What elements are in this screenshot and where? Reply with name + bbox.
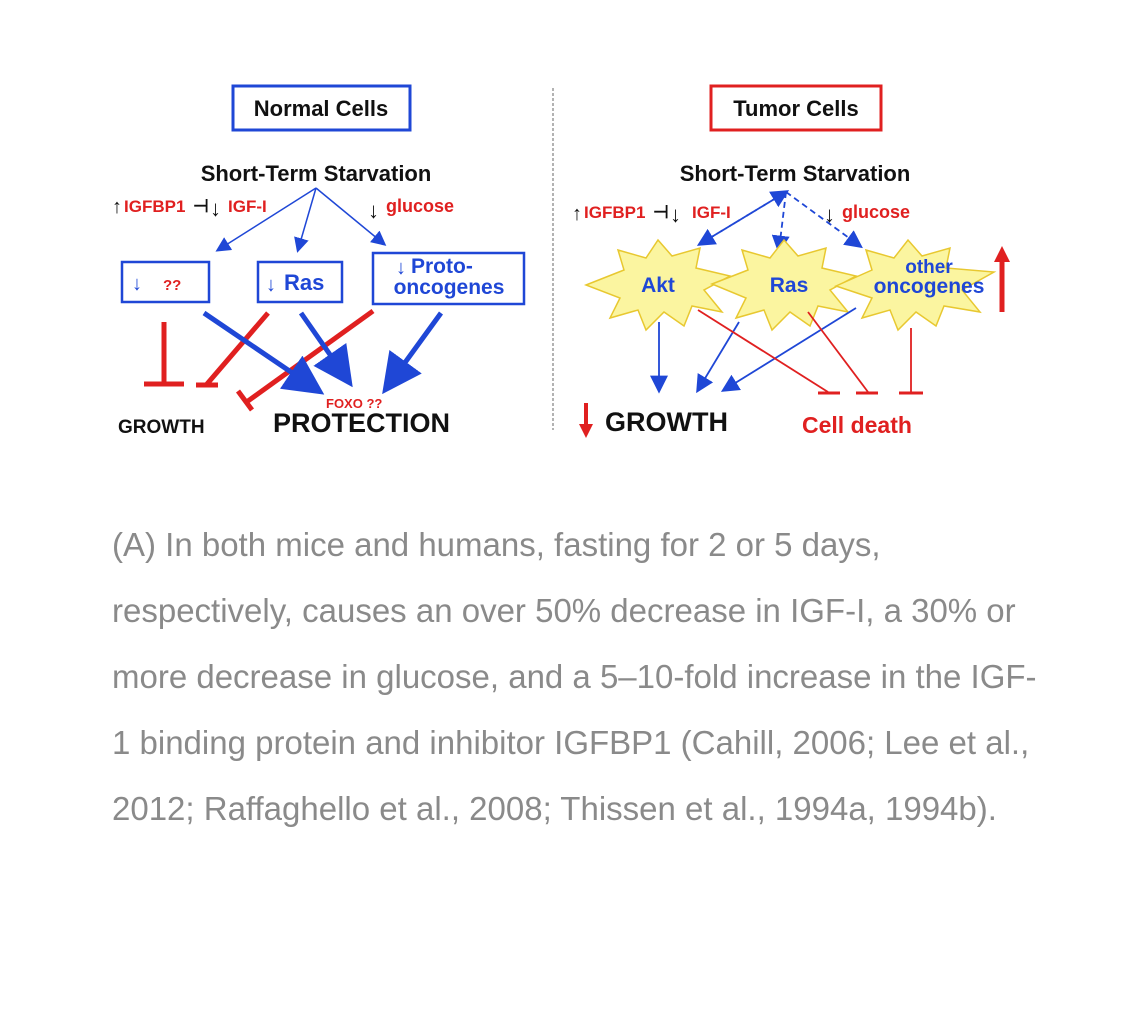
normal-cells-panel: Normal Cells Short-Term Starvation ↑ IGF… xyxy=(112,84,526,438)
down-arrow-icon: ↓ xyxy=(670,202,681,227)
inhibit-icon: ⊣ xyxy=(193,196,209,216)
red-up-arrow-head xyxy=(994,246,1010,262)
blue-arrow xyxy=(202,310,325,395)
protection-label: PROTECTION xyxy=(273,408,450,438)
down-arrow-icon: ↓ xyxy=(132,273,142,295)
dashed-arrow xyxy=(696,191,787,246)
normal-igf-label: IGF-I xyxy=(228,197,267,216)
down-arrow-icon: ↓ xyxy=(396,257,406,279)
ras-label: Ras xyxy=(770,274,809,297)
down-arrow-icon: ↓ xyxy=(210,196,221,221)
ras-box xyxy=(256,260,344,304)
akt-label: Akt xyxy=(641,274,675,297)
tumor-cells-title: Tumor Cells xyxy=(733,96,859,121)
inhibit-icon: ⊣ xyxy=(653,202,669,222)
blue-arrow xyxy=(720,307,857,392)
other-oncogenes-starburst xyxy=(833,238,997,332)
arrow xyxy=(294,187,317,253)
arrow xyxy=(215,187,317,252)
normal-igfbp1-label: IGFBP1 xyxy=(124,197,185,216)
red-inhibition-line xyxy=(807,311,869,393)
up-arrow-icon: ↑ xyxy=(112,196,122,218)
tumor-starvation-label: Short-Term Starvation xyxy=(680,161,911,186)
up-arrow-icon: ↑ xyxy=(572,203,582,225)
normal-starvation-label: Short-Term Starvation xyxy=(201,161,432,186)
unknown-box xyxy=(120,260,211,304)
akt-starburst xyxy=(583,238,733,332)
other-oncogenes-line1: other xyxy=(905,257,953,278)
normal-cells-title-box xyxy=(231,84,412,132)
ras-label: Ras xyxy=(284,270,324,295)
ras-starburst xyxy=(709,238,859,332)
down-arrow-icon: ↓ xyxy=(368,198,379,223)
normal-glucose-label: glucose xyxy=(386,196,454,216)
dashed-arrow xyxy=(785,191,863,249)
blue-arrow xyxy=(696,321,740,394)
proto-oncogenes-box xyxy=(371,251,526,306)
tumor-igf-label: IGF-I xyxy=(692,203,731,222)
proto-label-line2: oncogenes xyxy=(394,276,505,299)
tumor-cells-panel: Tumor Cells Short-Term Starvation ↑ IGFB… xyxy=(572,84,1010,438)
arrow xyxy=(315,187,387,246)
tumor-growth-label: GROWTH xyxy=(605,407,728,437)
cell-death-label: Cell death xyxy=(802,412,912,438)
starvation-diagram: Normal Cells Short-Term Starvation ↑ IGF… xyxy=(112,84,1010,438)
normal-cells-title: Normal Cells xyxy=(254,96,389,121)
red-down-arrow-head xyxy=(579,424,593,438)
tumor-glucose-label: glucose xyxy=(842,202,910,222)
normal-growth-label: GROWTH xyxy=(118,417,205,438)
inhibition-bar xyxy=(235,389,255,412)
proto-label-line1: Proto- xyxy=(411,255,473,278)
down-arrow-icon: ↓ xyxy=(266,274,276,296)
unknown-label: ?? xyxy=(163,277,181,294)
figure-caption: (A) In both mice and humans, fasting for… xyxy=(112,526,1037,827)
red-inhibition-line xyxy=(205,311,270,386)
other-oncogenes-line2: oncogenes xyxy=(874,275,985,298)
tumor-cells-title-box xyxy=(709,84,883,132)
blue-arrow xyxy=(298,311,353,388)
blue-arrow xyxy=(382,311,444,395)
tumor-igfbp1-label: IGFBP1 xyxy=(584,203,645,222)
foxo-label: FOXO ?? xyxy=(326,396,382,411)
red-inhibition-line xyxy=(697,309,829,393)
down-arrow-icon: ↓ xyxy=(824,202,835,227)
